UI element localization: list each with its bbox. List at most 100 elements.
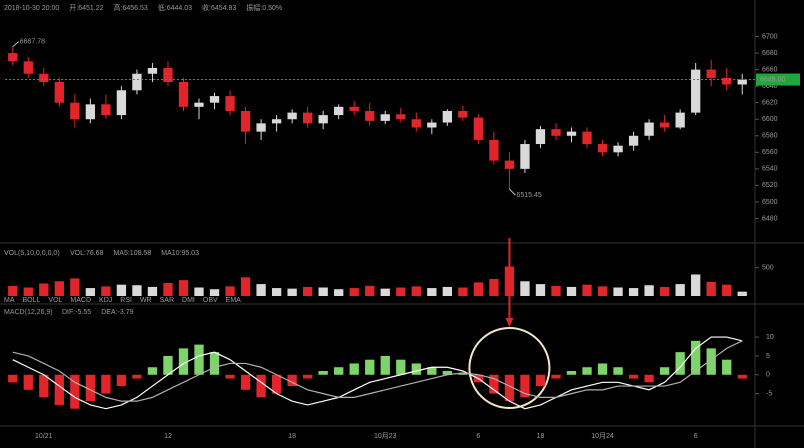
y-tick-label: 6500 [762,199,778,206]
y-tick-label: 6660 [762,66,778,73]
macd-bar [706,348,716,375]
header-item: 开:6451.22 [69,4,103,12]
candle-body [613,145,623,153]
candle-body [628,135,639,146]
candle-body [39,73,49,83]
macd-bar [54,374,64,405]
macd-bar [675,352,685,375]
volume-bar [8,285,18,296]
candle-body [411,119,421,128]
toolbar-item[interactable]: VOL [48,297,62,304]
toolbar-item[interactable]: OBV [203,297,218,304]
candle-body [597,144,608,153]
volume-bar [613,287,623,296]
candle-body [706,69,716,78]
y-tick-label: 6680 [762,50,778,57]
volume-bar [70,278,80,296]
volume-bar [303,286,313,296]
candle-body [458,110,468,118]
macd-bar [644,374,654,383]
x-tick-label: 6 [476,433,480,440]
candle-body [318,115,328,124]
annotation-label: 6515.45 [516,192,541,199]
macd-bar [427,367,437,375]
candle-body [256,123,266,132]
macd-bar [597,363,608,375]
macd-bar [147,367,158,375]
candle-body [365,110,375,121]
toolbar-item[interactable]: KDJ [99,297,112,304]
y-tick-label: 6700 [762,33,778,40]
volume-bar [427,288,437,296]
volume-bar [535,284,546,296]
candle-body [54,82,64,103]
macd-bar [566,371,577,375]
header-item: 高:6456.53 [114,3,148,12]
x-tick-label: 10/21 [35,433,53,440]
volume-bar [365,285,375,296]
volume-bar [178,280,189,296]
macd-bar [489,374,499,394]
pane-title: VOL(5,10,0,0,0,0) [4,250,60,257]
volume-bar [675,284,685,296]
y-tick-label: 10 [766,334,774,341]
toolbar-item[interactable]: RSI [120,297,132,304]
toolbar-item[interactable]: EMA [226,297,242,304]
macd-bar [520,374,530,398]
candle-body [551,129,561,136]
candle-body [225,96,235,111]
y-tick-label: 0 [766,372,770,379]
annotation-arrowhead [505,318,514,327]
macd-bar [551,374,561,379]
volume-bar [54,281,64,296]
candle-body [101,104,111,116]
candle-body [303,112,313,124]
candle-body [566,131,577,136]
volume-bar [706,281,716,296]
annotation-leader [12,41,20,48]
macd-bar [659,367,670,375]
macd-bar [101,374,111,394]
macd-bar [39,374,49,398]
toolbar-item[interactable]: SAR [160,297,174,304]
candle-body [504,160,515,169]
toolbar-item[interactable]: MA [4,297,15,304]
y-tick-label: 500 [762,265,774,272]
x-tick-label: 10月24 [591,432,614,440]
volume-bar [194,287,204,296]
y-tick-label: -5 [766,390,772,397]
header-item: 低:6444.03 [158,3,192,12]
volume-bar [582,284,592,296]
toolbar-item[interactable]: WR [140,297,152,304]
candle-body [287,112,297,120]
volume-bar [396,287,406,296]
y-tick-label: 6480 [762,215,778,222]
macd-bar [458,372,468,375]
macd-bar [334,367,344,375]
macd-bar [178,348,189,375]
x-tick-label: 6 [694,433,698,440]
legend-entry: VOL:76.68 [70,250,104,257]
macd-bar [737,374,747,379]
macd-bar [722,359,732,375]
y-tick-label: 6620 [762,100,778,107]
volume-bar [132,285,142,296]
candle-body [380,114,390,121]
macd-bar [613,367,623,375]
toolbar-item[interactable]: MACD [70,297,91,304]
macd-bar [256,374,266,398]
macd-bar [349,363,359,375]
volume-bar [225,286,235,296]
toolbar-item[interactable]: DMI [182,297,195,304]
candle-body [147,67,158,74]
candle-body [349,106,359,111]
toolbar-item[interactable]: BOLL [23,297,41,304]
header-item: 振幅:0.50% [246,3,282,12]
volume-bar [722,284,732,296]
volume-bar [691,274,701,296]
candle-body [473,117,484,140]
annotation-label: 6687.78 [20,38,45,45]
volume-bar [644,285,654,296]
